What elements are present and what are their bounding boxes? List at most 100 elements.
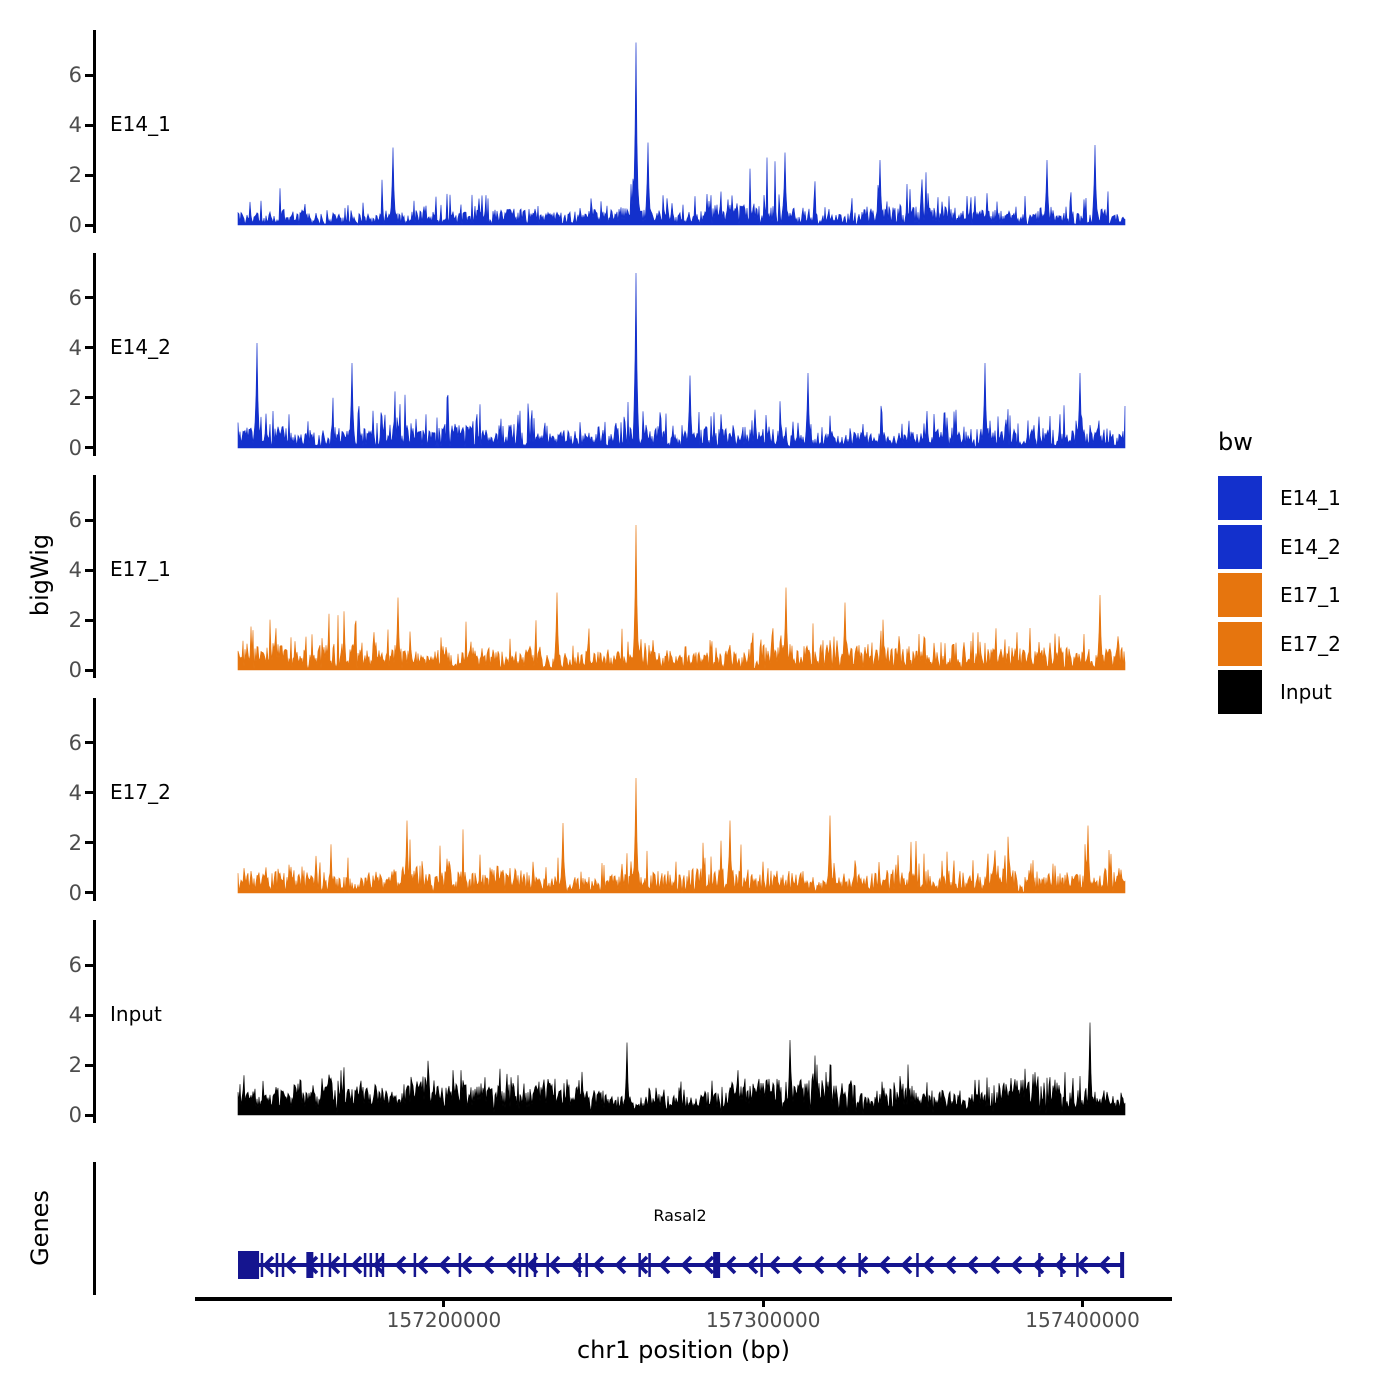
gene-strand-arrow-icon	[416, 1255, 429, 1275]
y-tick-label: 6	[68, 730, 82, 755]
signal-panel-Input	[237, 1022, 1126, 1116]
gene-strand-arrow-icon	[394, 1255, 407, 1275]
signal-area-E17_1	[237, 524, 1126, 671]
y-tick-label: 2	[68, 1053, 82, 1077]
y-tick-mark	[85, 1113, 94, 1117]
gene-strand-arrow-icon	[548, 1255, 561, 1275]
y-tick-mark	[85, 791, 94, 794]
gene-strand-arrow-icon	[768, 1255, 781, 1275]
y-tick-mark	[85, 1013, 94, 1017]
track-label-E17_1: E17_1	[110, 557, 171, 581]
track-label-E14_1: E14_1	[110, 112, 171, 136]
y-tick-mark	[85, 618, 94, 622]
legend-swatch-E14_2	[1218, 524, 1262, 569]
y-tick-label: 0	[68, 1103, 82, 1127]
track-label-E17_2: E17_2	[110, 779, 171, 804]
y-tick-mark	[85, 73, 94, 77]
signal-panel-E14_1	[237, 42, 1126, 226]
y-tick-mark	[85, 223, 94, 227]
track-label-Input: Input	[110, 1002, 162, 1026]
signal-panel-E14_2	[237, 272, 1126, 449]
gene-strand-arrow-icon	[372, 1255, 385, 1275]
signal-panel-E17_1	[237, 524, 1126, 671]
x-axis-line	[195, 1297, 1172, 1301]
legend-swatch-E14_1	[1218, 476, 1262, 520]
y-tick-mark	[85, 668, 94, 672]
gene-strand-arrow-icon	[1098, 1255, 1111, 1275]
gene-strand-arrow-icon	[504, 1255, 517, 1275]
y-tick-mark	[85, 741, 94, 744]
gene-strand-arrow-icon	[592, 1255, 605, 1275]
x-tick-label: 157200000	[386, 1308, 502, 1332]
panel-y-axis-line	[93, 475, 96, 678]
panel-y-axis-line	[93, 920, 96, 1123]
y-tick-mark	[85, 446, 94, 449]
legend-label-Input: Input	[1280, 680, 1332, 704]
y-tick-mark	[85, 296, 94, 299]
y-tick-label: 2	[68, 608, 82, 632]
gene-strand-arrow-icon	[702, 1255, 715, 1275]
y-tick-label: 4	[68, 780, 82, 805]
signal-area-E14_1	[237, 42, 1126, 226]
y-axis-title-genes: Genes	[26, 1190, 54, 1266]
y-tick-mark	[85, 568, 94, 572]
y-tick-label: 0	[68, 658, 82, 682]
legend-label-E14_1: E14_1	[1280, 486, 1341, 510]
y-tick-label: 0	[68, 435, 82, 460]
y-tick-label: 4	[68, 335, 82, 360]
signal-area-E17_2	[237, 777, 1126, 893]
y-tick-mark	[85, 396, 94, 399]
gene-exon-thick	[306, 1252, 314, 1278]
legend-swatch-E17_1	[1218, 573, 1262, 617]
y-tick-label: 6	[68, 508, 82, 532]
gene-strand-arrow-icon	[1010, 1255, 1023, 1275]
gene-strand-arrow-icon	[614, 1255, 627, 1275]
gene-model-svg	[238, 1251, 1125, 1279]
gene-strand-arrow-icon	[438, 1255, 451, 1275]
gene-first-exon-block	[238, 1251, 260, 1279]
legend-label-E14_2: E14_2	[1280, 534, 1341, 559]
panel-y-axis-line	[93, 697, 96, 901]
gene-strand-arrow-icon	[680, 1255, 693, 1275]
x-tick-mark	[442, 1297, 446, 1307]
gene-strand-arrow-icon	[878, 1255, 891, 1275]
y-tick-mark	[85, 963, 94, 967]
y-tick-mark	[85, 123, 94, 127]
gene-strand-arrow-icon	[746, 1255, 759, 1275]
gene-strand-arrow-icon	[922, 1255, 935, 1275]
legend-swatch-Input	[1218, 670, 1262, 714]
y-tick-label: 0	[68, 880, 82, 905]
gene-strand-arrow-icon	[658, 1255, 671, 1275]
x-tick-mark	[761, 1297, 765, 1307]
legend-label-E17_1: E17_1	[1280, 583, 1341, 607]
x-tick-label: 157400000	[1025, 1308, 1140, 1332]
gene-panel-axis-line	[93, 1162, 96, 1295]
y-tick-mark	[85, 1063, 94, 1067]
y-tick-label: 4	[68, 558, 82, 582]
y-tick-mark	[85, 891, 94, 894]
y-tick-label: 2	[68, 385, 82, 410]
gene-end-bar	[1120, 1252, 1125, 1278]
x-tick-label: 157300000	[705, 1308, 821, 1332]
y-tick-label: 2	[68, 830, 82, 855]
gene-strand-arrow-icon	[1076, 1255, 1089, 1275]
gene-exon-thick	[713, 1252, 721, 1278]
gene-strand-arrow-icon	[284, 1255, 297, 1275]
y-tick-label: 2	[68, 163, 82, 187]
y-tick-label: 6	[68, 285, 82, 310]
gene-strand-arrow-icon	[724, 1255, 737, 1275]
legend-title: bw	[1218, 428, 1253, 456]
y-tick-label: 6	[68, 63, 82, 87]
y-tick-mark	[85, 518, 94, 522]
gene-strand-arrow-icon	[262, 1255, 275, 1275]
y-tick-mark	[85, 346, 94, 349]
y-tick-label: 6	[68, 953, 82, 977]
gene-strand-arrow-icon	[812, 1255, 825, 1275]
legend-swatch-E17_2	[1218, 621, 1262, 666]
gene-strand-arrow-icon	[790, 1255, 803, 1275]
y-tick-mark	[85, 841, 94, 844]
gene-strand-arrow-icon	[482, 1255, 495, 1275]
panel-y-axis-line	[93, 30, 96, 233]
gene-strand-arrow-icon	[944, 1255, 957, 1275]
